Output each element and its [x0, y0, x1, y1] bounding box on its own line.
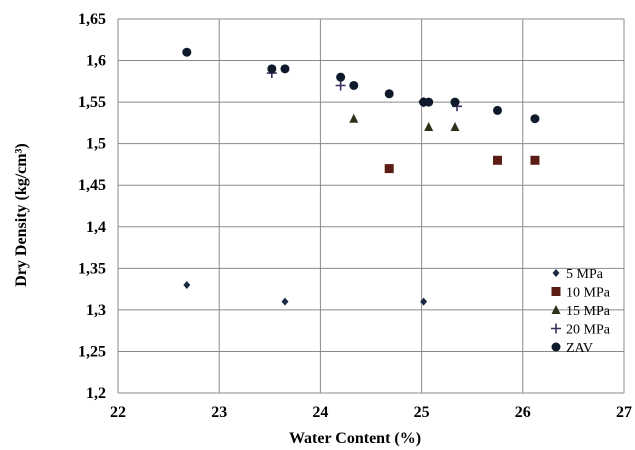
zav-point [450, 97, 460, 107]
legend-zav-marker [551, 342, 561, 352]
5-mpa-point [281, 297, 289, 306]
y-tick-label: 1,4 [86, 219, 106, 236]
zav-point [530, 114, 540, 124]
legend-10-mpa-label: 10 MPa [566, 286, 611, 301]
x-tick-label: 27 [616, 404, 632, 421]
y-tick-label: 1,55 [78, 94, 106, 111]
y-tick-label: 1,6 [86, 53, 106, 70]
x-tick-label: 23 [211, 404, 227, 421]
zav-point [336, 72, 346, 82]
5-mpa-point [420, 297, 428, 306]
15-mpa-point [424, 122, 434, 132]
5-mpa-point [183, 280, 191, 289]
legend-15-mpa-marker [551, 305, 561, 314]
x-tick-labels: 22 23 24 25 26 27 [110, 404, 632, 421]
y-tick-label: 1,65 [78, 11, 106, 28]
grid-lines [117, 18, 625, 394]
y-tick-label: 1,35 [78, 260, 106, 277]
y-tick-label: 1,3 [86, 302, 106, 319]
legend: 5 MPa 10 MPa 15 MPa 20 MPa ZAV [551, 267, 611, 356]
y-tick-label: 1,2 [86, 385, 106, 402]
legend-zav-label: ZAV [566, 341, 593, 356]
legend-20-mpa-label: 20 MPa [566, 323, 611, 338]
y-tick-label: 1,45 [78, 177, 106, 194]
zav-point [424, 97, 434, 107]
zav-point [384, 89, 394, 99]
zav-point [349, 80, 359, 90]
y-tick-label: 1,25 [78, 343, 106, 360]
zav-point [280, 64, 290, 74]
legend-5-mpa-label: 5 MPa [566, 267, 604, 282]
y-tick-label: 1,5 [86, 136, 106, 153]
y-tick-labels: 1,2 1,25 1,3 1,35 1,4 1,45 1,5 1,55 1,6 1,65 [78, 11, 106, 402]
zav-point [182, 47, 192, 57]
10-mpa-point [384, 164, 394, 174]
legend-20-mpa-marker [551, 323, 561, 334]
x-tick-label: 22 [110, 404, 126, 421]
x-tick-label: 24 [312, 404, 328, 421]
legend-15-mpa-label: 15 MPa [566, 304, 611, 319]
data-points [182, 47, 540, 306]
zav-point [267, 64, 277, 74]
zav-point [493, 105, 502, 115]
y-axis-title: Dry Density (kg/cm³) [13, 143, 30, 286]
x-tick-label: 26 [515, 404, 531, 421]
20-mpa-point [335, 80, 346, 91]
legend-10-mpa-marker [551, 287, 561, 296]
15-mpa-point [349, 113, 359, 123]
x-tick-label: 25 [414, 404, 430, 421]
15-mpa-point [450, 122, 460, 132]
legend-5-mpa-marker [552, 269, 560, 277]
10-mpa-point [493, 155, 502, 165]
x-axis-title: Water Content (%) [289, 430, 421, 447]
10-mpa-point [530, 155, 540, 165]
